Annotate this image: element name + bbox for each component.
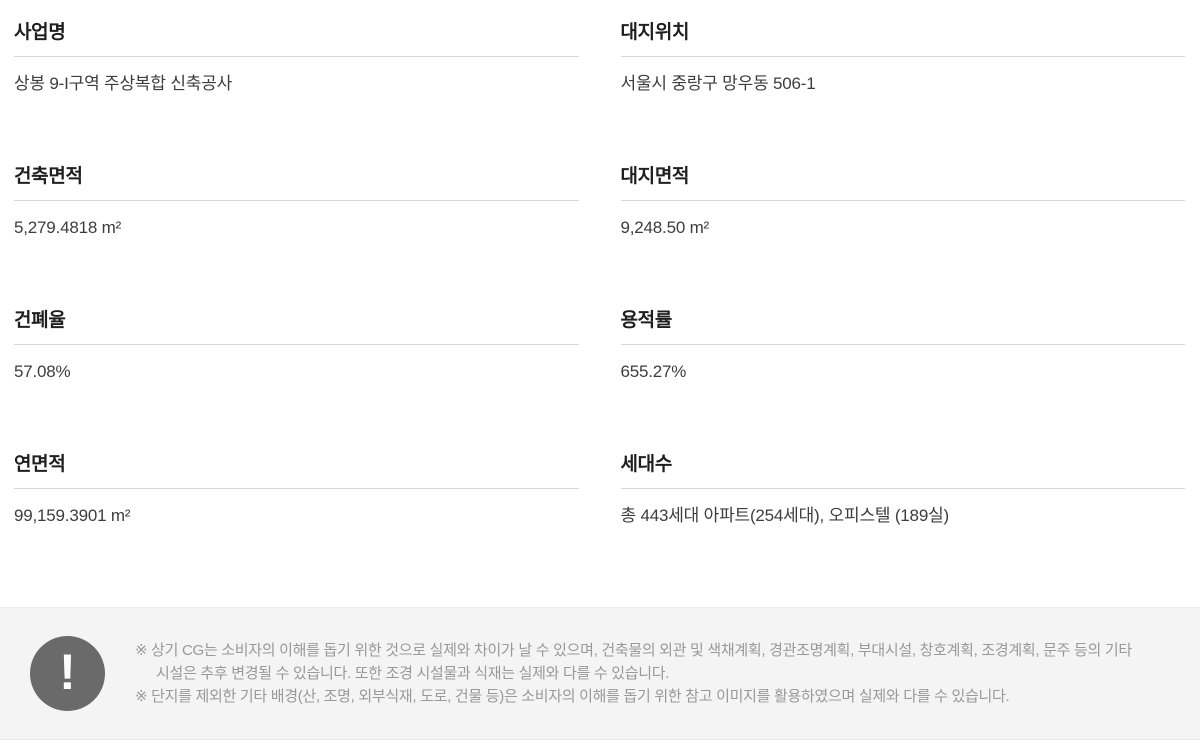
disclaimer-text: ※ 상기 CG는 소비자의 이해를 돕기 위한 것으로 실제와 차이가 날 수 … bbox=[135, 639, 1145, 708]
field-building-coverage-ratio: 건폐율 57.08% bbox=[14, 310, 579, 382]
field-value: 99,159.3901 m² bbox=[14, 506, 131, 525]
field-label: 연면적 bbox=[14, 454, 66, 475]
field-value: 57.08% bbox=[14, 362, 71, 381]
field-label: 대지면적 bbox=[620, 166, 690, 187]
field-divider bbox=[14, 56, 579, 57]
field-value: 서울시 중랑구 망우동 506-1 bbox=[620, 74, 816, 93]
field-site-area: 대지면적 9,248.50 m² bbox=[620, 166, 1185, 238]
field-label: 세대수 bbox=[620, 454, 673, 475]
field-divider bbox=[620, 488, 1185, 489]
disclaimer-item: ※ 단지를 제외한 기타 배경(산, 조명, 외부식재, 도로, 건물 등)은 … bbox=[135, 688, 1010, 705]
field-divider bbox=[14, 344, 579, 345]
project-info-grid: 사업명 상봉 9-I구역 주상복합 신축공사 대지위치 서울시 중랑구 망우동 … bbox=[14, 22, 1185, 526]
field-divider bbox=[14, 200, 579, 201]
field-label: 용적률 bbox=[620, 310, 673, 331]
field-gross-floor-area: 연면적 99,159.3901 m² bbox=[14, 454, 579, 526]
field-value: 9,248.50 m² bbox=[620, 218, 710, 237]
field-divider bbox=[14, 488, 579, 489]
field-project-name: 사업명 상봉 9-I구역 주상복합 신축공사 bbox=[14, 22, 579, 94]
disclaimer-notice: ! ※ 상기 CG는 소비자의 이해를 돕기 위한 것으로 실제와 차이가 날 … bbox=[0, 607, 1200, 740]
field-divider bbox=[620, 200, 1185, 201]
field-floor-area-ratio: 용적률 655.27% bbox=[620, 310, 1185, 382]
exclamation-icon: ! bbox=[30, 636, 105, 711]
field-value: 5,279.4818 m² bbox=[14, 218, 122, 237]
field-divider bbox=[620, 56, 1185, 57]
field-site-location: 대지위치 서울시 중랑구 망우동 506-1 bbox=[620, 22, 1185, 94]
field-value: 총 443세대 아파트(254세대), 오피스텔 (189실) bbox=[620, 506, 950, 525]
field-label: 사업명 bbox=[14, 22, 66, 43]
field-label: 건축면적 bbox=[14, 166, 83, 187]
disclaimer-item: ※ 상기 CG는 소비자의 이해를 돕기 위한 것으로 실제와 차이가 날 수 … bbox=[135, 642, 1132, 682]
field-building-area: 건축면적 5,279.4818 m² bbox=[14, 166, 579, 238]
field-value: 655.27% bbox=[620, 362, 687, 381]
field-value: 상봉 9-I구역 주상복합 신축공사 bbox=[14, 74, 233, 93]
field-divider bbox=[620, 344, 1185, 345]
field-label: 대지위치 bbox=[620, 22, 690, 43]
field-label: 건폐율 bbox=[14, 310, 66, 331]
field-household-count: 세대수 총 443세대 아파트(254세대), 오피스텔 (189실) bbox=[620, 454, 1185, 526]
